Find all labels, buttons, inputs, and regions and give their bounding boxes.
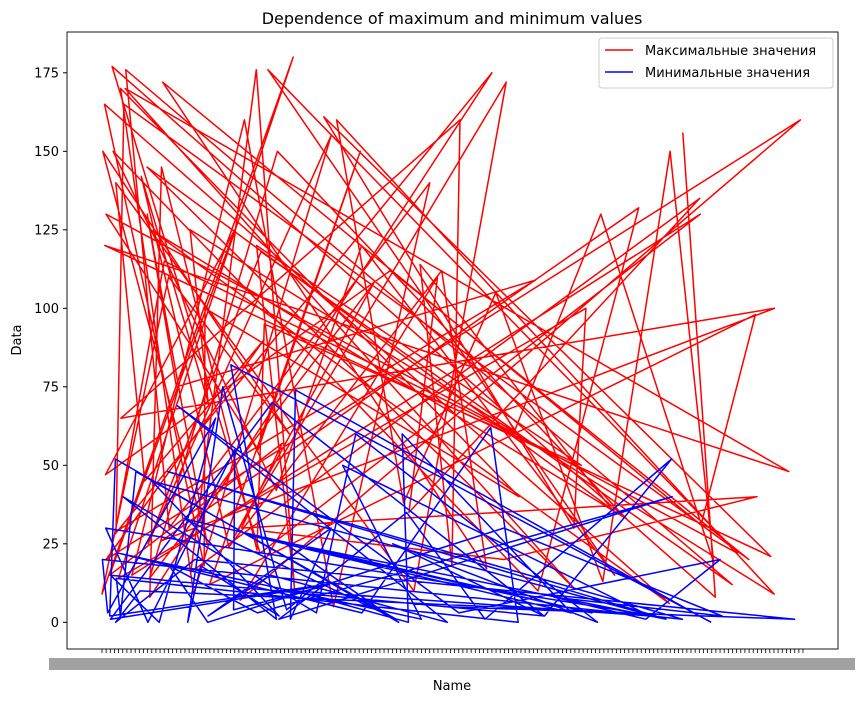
y-axis-ticks: 0 25 50 75 100 125 150 175 [34, 66, 67, 631]
legend-box [598, 37, 834, 89]
series-line-max [101, 56, 802, 608]
y-tick-label: 175 [34, 66, 59, 81]
series-layer [101, 56, 802, 624]
x-tick-labels-overlap [49, 658, 855, 670]
legend-label-min: Минимальные значения [645, 66, 810, 81]
x-axis-label: Name [433, 679, 471, 694]
x-axis-ticks [49, 649, 855, 670]
legend: Максимальные значения Минимальные значен… [598, 37, 834, 89]
chart-title: Dependence of maximum and minimum values [262, 9, 643, 28]
series-line-min [101, 364, 796, 624]
y-tick-label: 125 [34, 223, 59, 238]
plot-frame [66, 31, 839, 650]
legend-label-max: Максимальные значения [645, 44, 816, 59]
y-tick-label: 0 [51, 616, 59, 631]
y-axis-label: Data [10, 324, 25, 355]
y-tick-label: 25 [42, 537, 59, 552]
y-tick-label: 150 [34, 145, 59, 160]
y-tick-label: 100 [34, 302, 59, 317]
y-tick-label: 75 [42, 380, 59, 395]
y-tick-label: 50 [42, 459, 59, 474]
